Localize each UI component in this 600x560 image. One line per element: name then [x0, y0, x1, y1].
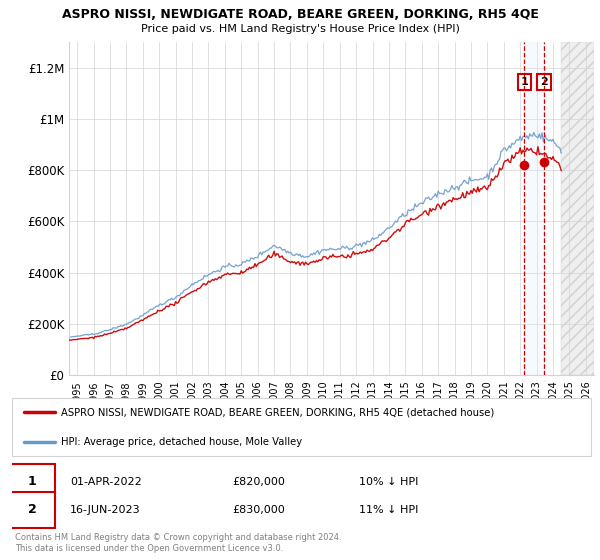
- Text: Contains HM Land Registry data © Crown copyright and database right 2024.
This d: Contains HM Land Registry data © Crown c…: [15, 533, 341, 553]
- Text: 2: 2: [28, 503, 37, 516]
- Bar: [561, 42, 594, 375]
- Text: 11% ↓ HPI: 11% ↓ HPI: [359, 505, 419, 515]
- Text: 1: 1: [520, 77, 528, 87]
- Text: 01-APR-2022: 01-APR-2022: [70, 477, 142, 487]
- Text: HPI: Average price, detached house, Mole Valley: HPI: Average price, detached house, Mole…: [61, 437, 302, 447]
- Bar: [524, 42, 544, 375]
- Bar: [561, 42, 594, 375]
- FancyBboxPatch shape: [9, 492, 55, 528]
- Text: Price paid vs. HM Land Registry's House Price Index (HPI): Price paid vs. HM Land Registry's House …: [140, 24, 460, 34]
- FancyBboxPatch shape: [9, 464, 55, 500]
- Text: £820,000: £820,000: [232, 477, 285, 487]
- FancyBboxPatch shape: [12, 398, 591, 456]
- Text: ASPRO NISSI, NEWDIGATE ROAD, BEARE GREEN, DORKING, RH5 4QE: ASPRO NISSI, NEWDIGATE ROAD, BEARE GREEN…: [62, 8, 538, 21]
- Text: 1: 1: [28, 475, 37, 488]
- Text: 10% ↓ HPI: 10% ↓ HPI: [359, 477, 419, 487]
- Text: £830,000: £830,000: [232, 505, 285, 515]
- Text: 16-JUN-2023: 16-JUN-2023: [70, 505, 140, 515]
- Text: 2: 2: [540, 77, 548, 87]
- Text: ASPRO NISSI, NEWDIGATE ROAD, BEARE GREEN, DORKING, RH5 4QE (detached house): ASPRO NISSI, NEWDIGATE ROAD, BEARE GREEN…: [61, 407, 494, 417]
